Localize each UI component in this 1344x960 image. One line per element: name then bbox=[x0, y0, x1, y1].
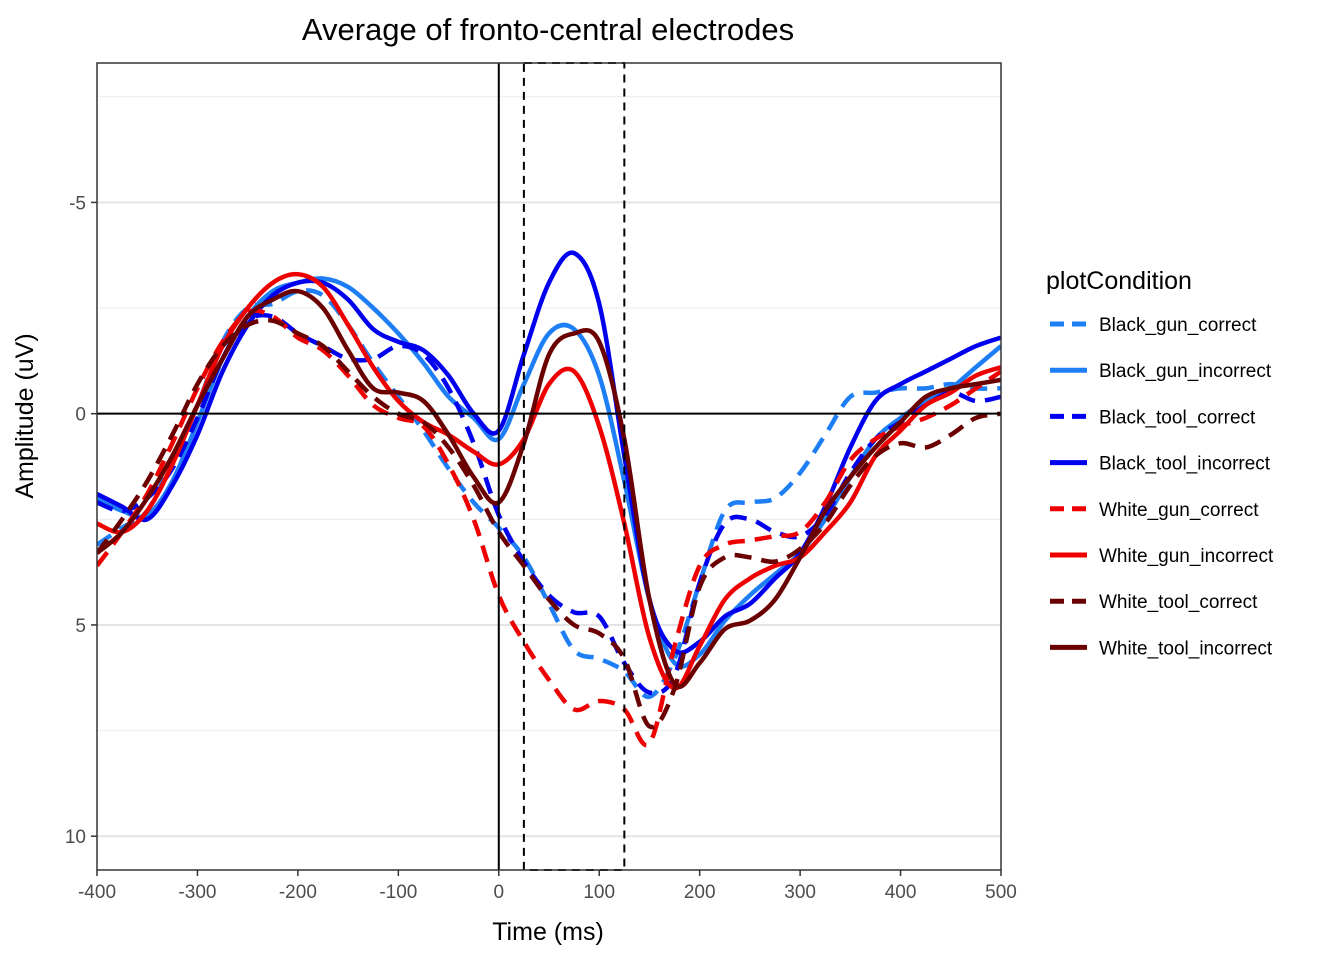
y-tick-label: -5 bbox=[69, 193, 86, 214]
y-tick-label: 10 bbox=[65, 827, 86, 848]
legend-label-black-tool-incorrect: Black_tool_incorrect bbox=[1099, 454, 1271, 475]
x-axis-title: Time (ms) bbox=[492, 918, 604, 946]
x-tick-label: -400 bbox=[78, 882, 116, 903]
legend: plotCondition Black_gun_correct Black_gun… bbox=[1046, 267, 1274, 659]
series-line-white-gun-incorrect bbox=[97, 271, 1001, 691]
series-group bbox=[97, 250, 1001, 748]
plot-background bbox=[97, 63, 1001, 870]
legend-label-black-tool-correct: Black_tool_correct bbox=[1099, 407, 1256, 428]
x-tick-label: 200 bbox=[684, 882, 716, 903]
y-tick-label: 5 bbox=[75, 616, 86, 637]
x-tick-label: 300 bbox=[784, 882, 816, 903]
legend-label-white-gun-incorrect: White_gun_incorrect bbox=[1099, 546, 1274, 567]
legend-label-black-gun-correct: Black_gun_correct bbox=[1099, 315, 1257, 336]
series-line-white-tool-correct bbox=[97, 317, 1001, 730]
series-line-white-tool-incorrect bbox=[97, 288, 1001, 689]
y-tick-label: 0 bbox=[75, 405, 86, 426]
plot-area: -400 -300 -200 -100 0 100 200 300 400 500 -5 0 5 10 bbox=[65, 62, 1017, 903]
x-tick-label: 100 bbox=[583, 882, 615, 903]
x-tick-label: 0 bbox=[493, 882, 504, 903]
legend-label-white-gun-correct: White_gun_correct bbox=[1099, 500, 1259, 521]
x-tick-label: 400 bbox=[885, 882, 917, 903]
y-axis-title: Amplitude (uV) bbox=[11, 333, 39, 498]
panel-border bbox=[96, 62, 1002, 871]
x-tick-label: 500 bbox=[985, 882, 1017, 903]
series-line-black-gun-correct bbox=[97, 288, 1001, 700]
x-tick-label: -200 bbox=[279, 882, 317, 903]
legend-label-black-gun-incorrect: Black_gun_incorrect bbox=[1099, 361, 1272, 382]
legend-label-white-tool-correct: White_tool_correct bbox=[1099, 592, 1258, 613]
legend-label-white-tool-incorrect: White_tool_incorrect bbox=[1099, 638, 1273, 659]
chart-title: Average of fronto-central electrodes bbox=[302, 12, 794, 47]
legend-title: plotCondition bbox=[1046, 267, 1192, 295]
x-tick-label: -100 bbox=[379, 882, 417, 903]
x-tick-label: -300 bbox=[178, 882, 216, 903]
